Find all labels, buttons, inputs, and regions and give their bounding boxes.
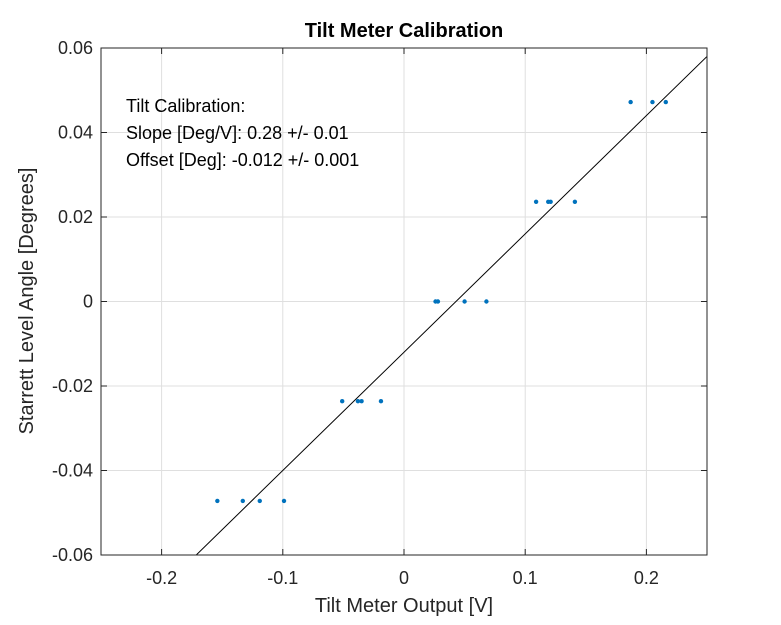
- x-tick-label: -0.1: [267, 568, 298, 588]
- annotation-line-3: Offset [Deg]: -0.012 +/- 0.001: [126, 150, 359, 170]
- y-tick-label: 0: [83, 292, 93, 312]
- x-tick-label: -0.2: [146, 568, 177, 588]
- x-axis-label: Tilt Meter Output [V]: [315, 595, 493, 617]
- y-tick-label: -0.02: [52, 376, 93, 396]
- y-tick-label: -0.04: [52, 461, 93, 481]
- y-tick-label: 0.02: [58, 207, 93, 227]
- y-tick-label: 0.04: [58, 123, 93, 143]
- x-tick-label: 0: [399, 568, 409, 588]
- data-point: [663, 99, 668, 105]
- x-tick-label: 0.2: [634, 568, 659, 588]
- data-point: [462, 299, 467, 304]
- data-point: [339, 399, 345, 404]
- data-point: [359, 399, 364, 404]
- calibration-fit-line: [195, 56, 707, 555]
- x-tick-label: 0.1: [513, 568, 538, 588]
- data-point: [533, 199, 539, 204]
- data-point: [378, 399, 384, 404]
- data-point: [257, 498, 262, 504]
- y-axis-label: Starrett Level Angle [Degrees]: [16, 168, 38, 435]
- y-tick-label: -0.06: [52, 545, 93, 565]
- data-point: [355, 399, 361, 404]
- y-tick-label: 0.06: [58, 38, 93, 58]
- data-points: [215, 99, 668, 504]
- data-point: [215, 498, 220, 504]
- data-point: [435, 299, 441, 304]
- annotation-line-1: Tilt Calibration:: [126, 96, 245, 116]
- ticks: -0.2 -0.1 0 0.1 0.2 -0.06 -0.04 -0.02 0 0.02 0.04 0…: [52, 38, 707, 588]
- chart-title: Tilt Meter Calibration: [305, 20, 504, 42]
- data-point: [650, 99, 655, 105]
- data-point: [240, 498, 246, 504]
- data-point: [628, 99, 633, 105]
- data-point: [281, 498, 287, 504]
- data-point: [572, 199, 578, 204]
- data-point: [548, 199, 553, 204]
- calibration-annotation: Tilt Calibration: Slope [Deg/V]: 0.28 +/…: [126, 96, 359, 170]
- data-point: [484, 299, 489, 304]
- annotation-line-2: Slope [Deg/V]: 0.28 +/- 0.01: [126, 123, 349, 143]
- fit-line-layer: [195, 56, 707, 555]
